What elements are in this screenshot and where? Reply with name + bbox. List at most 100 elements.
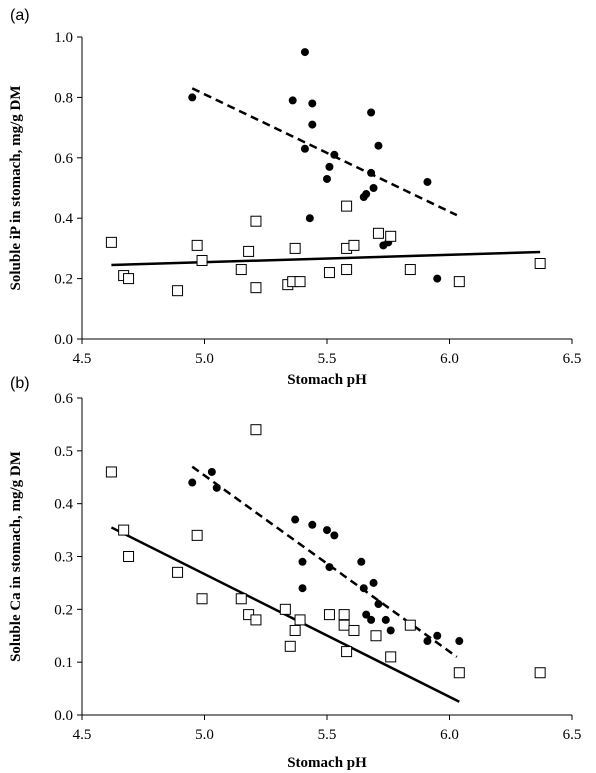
panel-a: 0.0 0.2 0.4 0.6 0.8 1.0 4.5 5.0 5.5 6.0 6.5 Stomach… [8,7,581,388]
y-tick-label: 0.6 [54,151,73,167]
open-square-point [172,285,184,297]
y-tick-label: 0.0 [54,708,73,724]
open-square-point [453,276,465,288]
filled-circle-point [323,174,331,183]
x-tick-label: 6.0 [440,351,459,367]
open-square-point [341,264,353,276]
panel-label: (b) [10,375,30,392]
x-tick-label: 4.5 [73,351,92,367]
filled-circle-point [300,144,309,153]
open-square-point [534,667,546,679]
open-square-point [250,282,262,294]
open-square-point [250,215,262,227]
open-square-point [250,424,262,436]
open-square-point [404,264,416,276]
open-square-point [338,619,350,631]
x-tick-label: 5.0 [195,351,214,367]
open-square-point [279,603,291,615]
filled-circle-point [367,168,376,177]
open-square-point [404,619,416,631]
filled-circle-point [433,274,442,283]
filled-circle-point [288,96,297,105]
open-square-point [385,651,397,663]
open-square-point [235,264,247,276]
filled-circle-point [305,214,314,223]
filled-circle-point [423,177,432,186]
x-axis-label: Stomach pH [287,755,367,771]
filled-circle-point [330,531,339,540]
filled-circle-point [369,184,378,192]
open-square-point [235,593,247,605]
filled-circle-point [298,557,307,566]
filled-circle-point [369,578,378,587]
y-tick-label: 0.4 [54,211,73,227]
filled-circle-point [308,99,317,108]
open-square-point [453,667,465,679]
filled-circle-point [367,615,376,624]
filled-circle-point [359,584,368,593]
filled-circle-point [325,563,334,572]
filled-circle-point [423,637,432,646]
open-square-point [348,624,360,636]
x-tick-label: 6.0 [440,727,459,743]
open-square-point [294,276,306,288]
open-square-point [323,267,335,279]
open-square-point [372,227,384,239]
open-square-point [284,640,296,652]
x-tick-label: 6.5 [563,727,582,743]
x-tick-label: 6.5 [563,351,582,367]
y-tick-label: 0.4 [54,497,73,513]
filled-circle-point [207,467,216,476]
open-square-point [105,466,117,478]
filled-circle-point [188,478,197,487]
open-square-point [250,614,262,626]
open-square-point [196,254,208,266]
open-square-point [534,258,546,269]
x-tick-label: 4.5 [73,727,92,743]
x-tick-label: 5.5 [318,727,337,743]
open-square-point [191,239,203,251]
open-square-point [118,524,130,536]
y-tick-label: 0.3 [54,550,73,566]
filled-circle-point [357,557,366,566]
filled-circle-point [323,526,331,535]
open-square-point [385,230,397,242]
y-tick-label: 1.0 [54,30,73,46]
y-tick-label: 0.2 [54,602,73,618]
x-axis-label: Stomach pH [287,372,367,388]
filled-circle-point [381,615,390,624]
filled-circle-point [433,631,442,640]
y-tick-label: 0.6 [54,391,73,407]
filled-circle-point [325,162,334,171]
solid-trendline [111,250,541,267]
open-square-point [191,529,203,541]
filled-circle-point [362,610,371,619]
filled-circle-point [298,584,307,593]
open-square-point [123,551,135,562]
filled-circle-point [367,108,376,117]
dashed-trendline [191,87,458,217]
open-square-point [196,593,208,605]
filled-circle-point [455,637,464,646]
open-square-point [341,200,353,212]
open-square-point [172,566,184,578]
y-tick-label: 0.0 [54,332,73,348]
y-tick-label: 0.5 [54,444,73,460]
x-tick-label: 5.0 [195,727,214,743]
panel-label: (a) [10,7,30,24]
filled-circle-point [188,93,197,102]
filled-circle-point [330,150,339,159]
open-square-point [289,624,301,636]
open-square-point [294,614,306,626]
open-square-point [341,646,353,658]
y-tick-label: 0.2 [54,272,73,288]
filled-circle-point [300,48,309,57]
filled-circle-point [308,520,317,529]
y-tick-label: 0.8 [54,90,73,106]
y-axis-label: Soluble Ca in stomach, mg/g DM [8,451,24,662]
open-square-point [105,236,117,248]
open-square-point [243,245,255,257]
filled-circle-point [379,241,388,250]
filled-circle-point [374,141,383,150]
